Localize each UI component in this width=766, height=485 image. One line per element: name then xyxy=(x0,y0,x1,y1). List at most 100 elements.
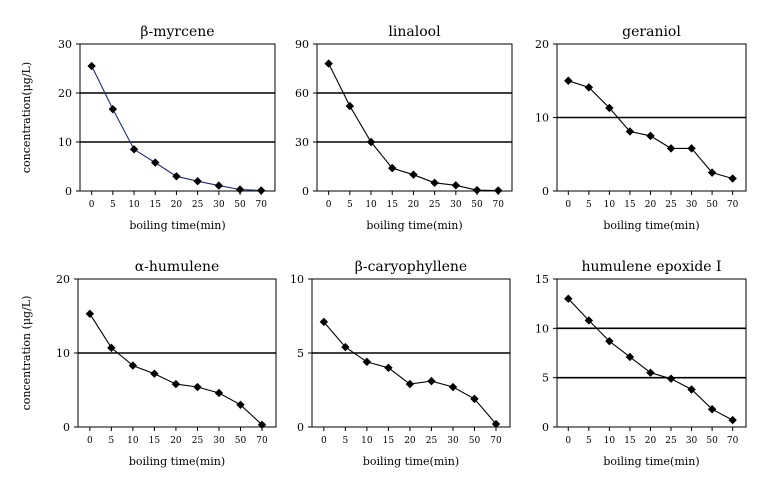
x-axis-label: boiling time(min) xyxy=(129,219,225,232)
plot-frame xyxy=(556,278,747,428)
y-tick-label: 0 xyxy=(302,185,309,198)
x-tick-label: 50 xyxy=(234,200,246,210)
data-point xyxy=(430,178,439,188)
x-tick-label: 5 xyxy=(108,436,114,446)
y-axis-label: concentration(μg/L) xyxy=(20,62,33,173)
x-tick-label: 20 xyxy=(404,436,416,446)
data-point xyxy=(448,382,458,392)
data-point xyxy=(107,343,116,353)
y-tick-label: 5 xyxy=(542,372,549,385)
data-point xyxy=(494,186,503,195)
x-tick-label: 10 xyxy=(604,200,616,210)
x-tick-label: 20 xyxy=(171,200,183,210)
data-point xyxy=(472,185,482,195)
y-tick-label: 0 xyxy=(542,421,549,434)
x-tick-label: 0 xyxy=(326,200,332,210)
y-tick-label: 90 xyxy=(295,38,309,51)
chart-title: linalool xyxy=(388,24,441,40)
data-point xyxy=(625,352,635,362)
x-tick-label: 20 xyxy=(645,436,657,446)
x-tick-label: 50 xyxy=(471,200,483,210)
x-tick-label: 10 xyxy=(604,436,616,446)
chart-panel-1: 0 10 20 30 0 5 10 15 20 25 30 50 70 β-myrcene boiling … xyxy=(20,24,276,232)
chart-panel-4: 0 10 20 0 5 10 15 20 25 30 50 70 α-humulene boiling t… xyxy=(20,259,277,468)
data-point xyxy=(405,379,415,389)
x-tick-label: 70 xyxy=(727,436,739,446)
x-tick-label: 30 xyxy=(213,436,225,446)
data-point xyxy=(584,316,594,325)
y-tick-label: 10 xyxy=(58,136,72,149)
data-point xyxy=(707,168,717,177)
x-tick-label: 25 xyxy=(192,200,204,210)
x-tick-label: 30 xyxy=(450,200,462,210)
data-point xyxy=(564,294,573,303)
series-line xyxy=(91,65,262,192)
x-tick-label: 5 xyxy=(110,200,116,210)
x-tick-label: 25 xyxy=(665,436,677,446)
y-tick-label: 10 xyxy=(56,347,70,360)
chart-title: humulene epoxide I xyxy=(581,259,721,275)
plot-frame xyxy=(316,43,513,192)
x-axis-label: boiling time(min) xyxy=(603,219,699,232)
y-tick-label: 20 xyxy=(56,273,70,286)
y-tick-label: 60 xyxy=(295,87,309,100)
data-point xyxy=(214,181,224,190)
data-point xyxy=(384,363,393,372)
x-tick-label: 5 xyxy=(586,436,592,446)
y-tick-label: 0 xyxy=(65,185,72,198)
x-tick-label: 50 xyxy=(235,436,247,446)
x-tick-label: 10 xyxy=(128,200,140,210)
data-point xyxy=(687,385,696,394)
data-point xyxy=(319,317,329,327)
x-tick-label: 0 xyxy=(321,436,327,446)
x-tick-label: 70 xyxy=(492,200,504,210)
data-point xyxy=(646,131,655,141)
y-tick-label: 10 xyxy=(535,112,549,125)
x-tick-label: 70 xyxy=(490,436,502,446)
data-point xyxy=(150,369,159,378)
y-tick-label: 0 xyxy=(542,185,549,198)
chart-title: β-caryophyllene xyxy=(355,259,467,275)
y-tick-label: 10 xyxy=(535,322,549,335)
x-tick-label: 5 xyxy=(342,436,348,446)
data-point xyxy=(470,394,479,404)
x-tick-label: 20 xyxy=(170,436,182,446)
data-point xyxy=(341,342,350,352)
data-point xyxy=(236,400,245,409)
x-tick-label: 70 xyxy=(727,200,739,210)
x-tick-label: 10 xyxy=(127,436,139,446)
x-tick-label: 50 xyxy=(706,436,718,446)
data-point xyxy=(388,163,397,173)
data-point xyxy=(409,170,418,179)
x-tick-label: 15 xyxy=(150,200,162,210)
data-point xyxy=(564,76,573,85)
x-tick-label: 15 xyxy=(149,436,161,446)
x-tick-label: 10 xyxy=(361,436,373,446)
data-point xyxy=(324,59,333,68)
data-point xyxy=(193,177,202,186)
data-point xyxy=(451,181,461,190)
y-tick-label: 15 xyxy=(535,273,549,286)
data-point xyxy=(214,388,224,398)
data-point xyxy=(257,186,266,195)
x-tick-label: 30 xyxy=(447,436,459,446)
x-tick-label: 70 xyxy=(255,200,267,210)
y-tick-label: 5 xyxy=(297,347,304,360)
y-tick-label: 30 xyxy=(58,38,72,51)
x-tick-label: 15 xyxy=(383,436,395,446)
data-point xyxy=(235,185,245,194)
data-point xyxy=(605,336,614,346)
x-tick-label: 5 xyxy=(347,200,353,210)
x-tick-label: 50 xyxy=(706,200,718,210)
chart-panel-6: 0 5 10 15 0 5 10 15 20 25 30 50 70 humulene epoxide I… xyxy=(535,259,747,468)
data-point xyxy=(687,144,696,153)
x-tick-label: 15 xyxy=(624,436,636,446)
x-tick-label: 20 xyxy=(645,200,657,210)
data-point xyxy=(87,61,96,71)
chart-title: β-myrcene xyxy=(140,24,214,40)
series-line xyxy=(567,298,733,421)
data-point xyxy=(366,137,376,147)
data-point xyxy=(345,101,355,111)
series-line xyxy=(568,80,733,180)
